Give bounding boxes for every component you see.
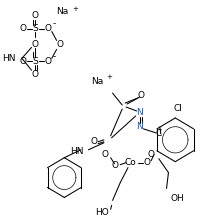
Text: S: S: [33, 24, 38, 33]
Text: HO: HO: [95, 208, 109, 217]
Text: -: -: [52, 19, 55, 28]
Text: O: O: [19, 24, 26, 33]
Text: S: S: [33, 57, 38, 66]
Text: O: O: [32, 70, 39, 79]
Text: O: O: [32, 11, 39, 20]
Text: N: N: [136, 109, 143, 118]
Text: O: O: [148, 150, 155, 159]
Text: C: C: [156, 129, 162, 138]
Text: -: -: [52, 52, 55, 61]
Text: O: O: [44, 57, 52, 66]
Text: N: N: [136, 122, 143, 131]
Text: O: O: [44, 24, 52, 33]
Text: Co: Co: [124, 158, 136, 167]
Text: Cl: Cl: [173, 103, 182, 112]
Text: +: +: [107, 74, 113, 80]
Text: O: O: [19, 57, 26, 66]
Text: +: +: [72, 6, 78, 12]
Text: OH: OH: [170, 194, 184, 203]
Text: Na: Na: [91, 77, 104, 86]
Text: O: O: [144, 158, 151, 167]
Text: O: O: [138, 91, 145, 100]
Text: O: O: [112, 161, 119, 170]
Text: O: O: [91, 137, 98, 146]
Text: O: O: [32, 40, 39, 49]
Text: O: O: [101, 150, 108, 159]
Text: HN: HN: [70, 147, 84, 156]
Text: HN: HN: [3, 54, 16, 63]
Text: O: O: [56, 40, 63, 49]
Text: Na: Na: [57, 7, 69, 16]
